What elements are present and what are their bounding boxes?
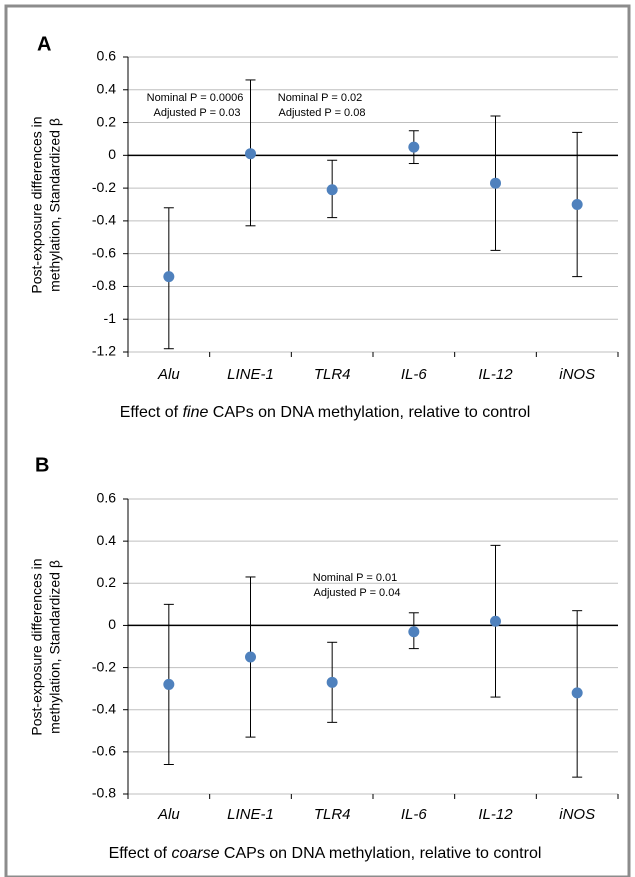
x-tick-label: IL-12 <box>478 366 513 383</box>
annotation: Nominal P = 0.01 <box>313 572 398 584</box>
annotation: Adjusted P = 0.04 <box>314 587 401 599</box>
x-tick-label: IL-12 <box>478 806 513 823</box>
dot <box>163 678 175 690</box>
y-tick-label: 0 <box>108 616 116 632</box>
y-tick-label: -0.6 <box>92 743 116 759</box>
dot <box>571 199 583 210</box>
panel-label: B <box>35 454 49 476</box>
y-tick-label: 0.6 <box>97 48 117 64</box>
dot <box>490 615 501 627</box>
panel-label: A <box>37 33 51 55</box>
annotation: Nominal P = 0.0006 <box>147 92 244 104</box>
dot <box>326 184 338 196</box>
dot <box>490 177 501 189</box>
dot <box>245 651 256 663</box>
y-tick-label: -0.2 <box>92 179 116 195</box>
y-tick-label: -0.8 <box>92 785 116 801</box>
y-axis-label: Post-exposure differences in <box>29 558 45 735</box>
x-tick-label: Alu <box>157 806 180 823</box>
dot <box>163 271 175 283</box>
x-tick-label: TLR4 <box>314 806 351 823</box>
annotation: Nominal P = 0.02 <box>278 92 363 104</box>
x-axis-label: Effect of fine CAPs on DNA methylation, … <box>120 404 531 421</box>
x-tick-label: iNOS <box>559 806 595 823</box>
x-axis-label-part: CAPs on DNA methylation, relative to con… <box>208 404 530 421</box>
dot <box>245 148 256 160</box>
y-tick-label: -0.4 <box>92 212 116 228</box>
x-axis-label-part: Effect of <box>109 845 172 862</box>
x-tick-label: LINE-1 <box>227 366 274 383</box>
y-tick-label: -0.8 <box>92 277 116 293</box>
frame <box>4 4 631 877</box>
x-tick-label: IL-6 <box>401 806 428 823</box>
annotation: Adjusted P = 0.03 <box>154 107 241 119</box>
y-tick-label: 0.2 <box>97 113 117 129</box>
x-tick-label: IL-6 <box>401 366 428 383</box>
dot <box>408 141 420 153</box>
dot <box>326 676 338 688</box>
x-axis-label-part: Effect of <box>120 404 183 421</box>
y-tick-label: -0.6 <box>92 244 116 260</box>
y-tick-label: 0.2 <box>97 574 117 590</box>
y-tick-label: 0.6 <box>97 490 117 506</box>
y-axis-label: Post-exposure differences in <box>29 116 45 293</box>
y-axis-label: methylation, Standardized β <box>47 560 63 734</box>
y-tick-label: -1.2 <box>92 343 116 359</box>
y-tick-label: 0 <box>108 146 116 162</box>
y-tick-label: -0.2 <box>92 658 116 674</box>
y-tick-label: -1 <box>104 310 117 326</box>
x-tick-label: LINE-1 <box>227 806 274 823</box>
x-tick-label: Alu <box>157 366 180 383</box>
x-axis-label-part: fine <box>183 404 209 421</box>
x-tick-label: iNOS <box>559 366 595 383</box>
y-axis-label: methylation, Standardized β <box>47 118 63 292</box>
y-tick-label: 0.4 <box>97 80 117 96</box>
x-tick-label: TLR4 <box>314 366 351 383</box>
dot <box>571 687 583 699</box>
y-tick-label: 0.4 <box>97 532 117 548</box>
x-axis-label-part: CAPs on DNA methylation, relative to con… <box>219 845 541 862</box>
dot <box>408 626 420 638</box>
x-axis-label: Effect of coarse CAPs on DNA methylation… <box>109 845 542 862</box>
x-axis-label-part: coarse <box>171 845 219 862</box>
annotation: Adjusted P = 0.08 <box>279 107 366 119</box>
y-tick-label: -0.4 <box>92 700 116 716</box>
